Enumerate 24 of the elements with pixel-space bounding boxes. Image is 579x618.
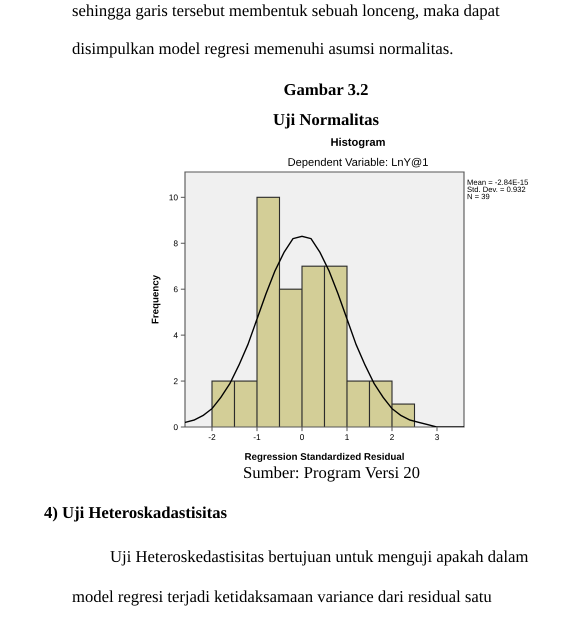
chart-title: Histogram	[331, 138, 385, 148]
text: Gambar 3.2	[284, 83, 368, 96]
y-tick-label: 10	[169, 194, 178, 200]
x-axis-title: Regression Standardized Residual	[245, 452, 404, 462]
y-tick-label: 4	[174, 332, 178, 338]
text: disimpulkan model regresi memenuhi asumsi normalitas.	[72, 42, 452, 58]
text: Sumber: Program Versi 20	[244, 466, 420, 482]
text: model regresi terjadi ketidaksamaan variance dari residual satu	[72, 590, 492, 606]
x-tick-label: -2	[208, 434, 216, 440]
y-tick-label: 8	[174, 240, 178, 246]
y-tick-label: 2	[174, 378, 178, 384]
y-axis-title: Frequency	[152, 274, 160, 324]
text: 4) Uji Heteroskadastisitas	[44, 506, 227, 522]
x-tick-label: 1	[345, 434, 349, 440]
text: Uji Normalitas	[273, 113, 379, 129]
x-tick-label: 3	[435, 434, 439, 440]
chart-subtitle: Dependent Variable: LnY@1	[288, 158, 428, 168]
x-tick-label: -1	[254, 434, 260, 440]
y-tick-label: 0	[174, 424, 178, 430]
text: sehingga garis tersebut membentuk sebuah lonceng, maka dapat	[72, 4, 500, 20]
x-tick-label: 2	[390, 434, 394, 440]
x-tick-label: 0	[300, 434, 304, 440]
text: Uji Heteroskedastisitas bertujuan untuk menguji apakah dalam	[110, 550, 528, 566]
y-tick-label: 6	[174, 286, 178, 292]
